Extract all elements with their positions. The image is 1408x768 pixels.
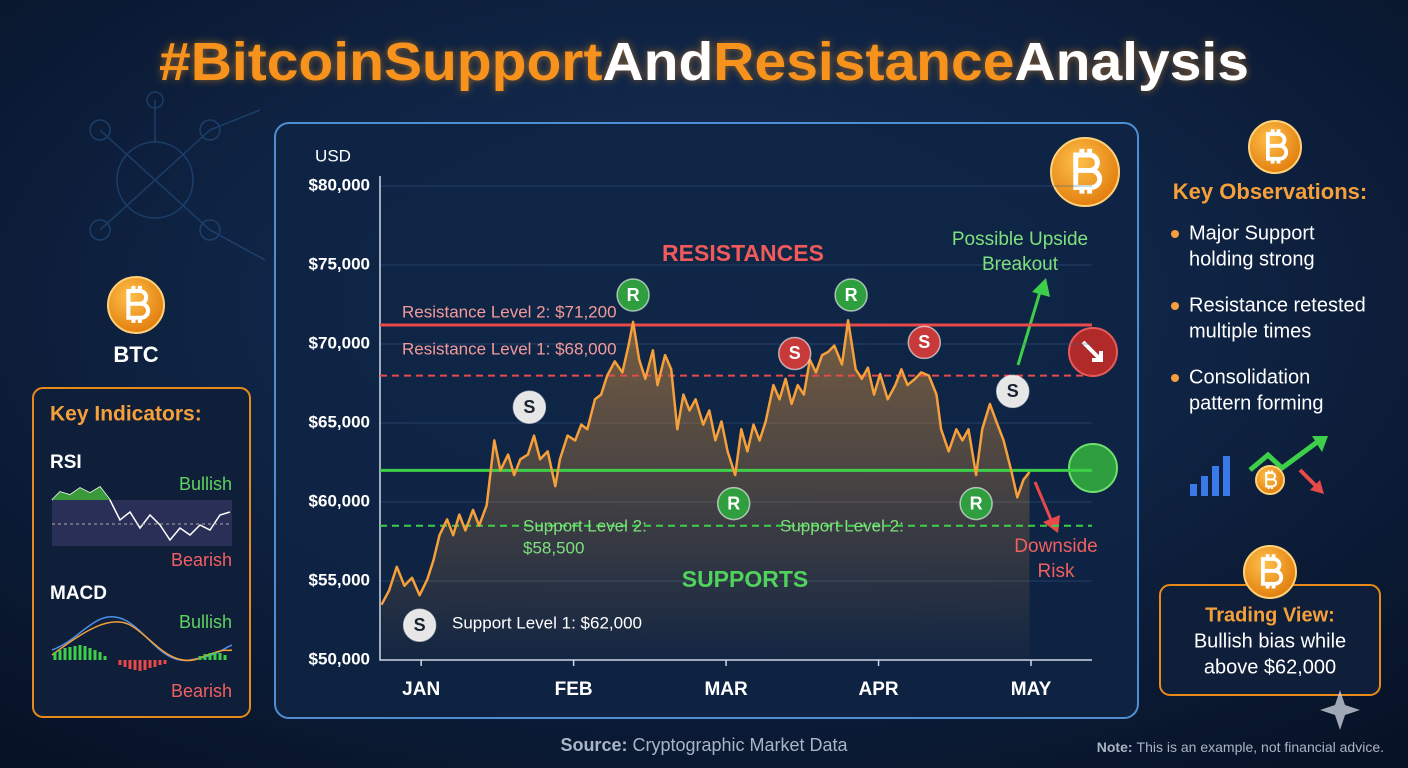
note: Note: This is an example, not financial a…	[1097, 739, 1384, 755]
x-tick-label: FEB	[555, 679, 593, 700]
y-tick-label: $60,000	[309, 491, 370, 510]
coin-symbol	[1265, 470, 1278, 489]
bullet	[1171, 374, 1179, 382]
pivot-label: R	[727, 493, 740, 513]
pivot-marker	[616, 278, 650, 312]
network-decoration	[89, 91, 266, 261]
pivot-marker	[959, 486, 993, 521]
bitcoin-icon	[107, 276, 165, 334]
bullet	[1171, 230, 1179, 238]
price-area	[381, 320, 1030, 660]
callout: Downside	[1014, 536, 1097, 557]
title-part: #BitcoinSupport	[159, 32, 602, 92]
pivot-marker	[512, 390, 547, 424]
title-part: And	[602, 32, 713, 92]
bullet	[1171, 302, 1179, 310]
price-line	[380, 319, 1031, 606]
page-title: #BitcoinSupport And Resistance Analysis	[159, 32, 1249, 92]
y-tick-label: $55,000	[309, 570, 370, 589]
bearish-label: Bearish	[171, 681, 232, 701]
panel-title: Key Observations:	[1173, 179, 1367, 204]
rsi-mini-chart	[51, 486, 232, 546]
trading-view-text: Bullish bias while	[1194, 630, 1346, 652]
zone-label: SUPPORTS	[682, 566, 809, 592]
growth-icon	[1190, 436, 1328, 496]
observation: pattern forming	[1189, 392, 1324, 414]
x-tick-label: MAR	[704, 679, 748, 700]
indicator-panel	[32, 387, 251, 718]
observation: holding strong	[1189, 248, 1315, 270]
observation: Consolidation	[1189, 366, 1310, 388]
trading-view-title: Trading View:	[1205, 604, 1335, 626]
panel-title: Key Indicators:	[50, 403, 202, 426]
bitcoin-icon	[1255, 465, 1285, 495]
note-text: This is an example, not financial advice…	[1137, 739, 1384, 755]
y-tick-label: $80,000	[309, 175, 370, 194]
coin-symbol	[1261, 554, 1284, 589]
callout: Risk	[1038, 561, 1075, 582]
y-tick-label: $65,000	[309, 412, 370, 431]
level-label: Support Level 1: $62,000	[452, 613, 642, 632]
y-tick-label: $75,000	[309, 254, 370, 273]
pivot-marker	[716, 486, 751, 521]
bitcoin-icon	[1050, 137, 1120, 207]
level-label: $58,500	[523, 538, 584, 557]
coin-label: BTC	[113, 342, 158, 367]
callout: Possible Upside	[952, 229, 1088, 250]
title-part: Analysis	[1014, 32, 1249, 92]
pivot-marker	[402, 608, 437, 642]
indicator-name: RSI	[50, 452, 82, 473]
observation: Major Support	[1189, 222, 1315, 244]
coin-symbol	[126, 285, 151, 323]
note-label: Note:	[1097, 739, 1133, 755]
trading-view-text: above $62,000	[1204, 656, 1336, 678]
pivot-label: S	[1007, 381, 1019, 401]
pivot-marker	[834, 278, 868, 312]
x-tick-label: JAN	[402, 679, 440, 700]
level-label: Support Level 2:	[523, 516, 647, 535]
coin-symbol	[1073, 148, 1103, 194]
zone-label: RESISTANCES	[662, 240, 824, 266]
x-tick-label: APR	[858, 679, 898, 700]
pivot-label: S	[918, 332, 930, 352]
pivot-label: S	[414, 615, 426, 635]
macd-mini-chart	[51, 615, 233, 671]
source-text: Cryptographic Market Data	[632, 735, 848, 755]
bearish-label: Bearish	[171, 550, 232, 570]
pivot-label: S	[789, 343, 801, 363]
sparkle-icon	[1320, 690, 1360, 730]
level-label: Support Level 2:	[780, 516, 904, 535]
y-tick-label: $50,000	[309, 649, 370, 668]
pivot-label: S	[523, 397, 535, 417]
x-tick-label: MAY	[1011, 679, 1052, 700]
bullish-label: Bullish	[179, 474, 232, 494]
y-tick-label: $70,000	[309, 333, 370, 352]
callout: Breakout	[982, 254, 1059, 275]
bitcoin-icon	[1248, 120, 1302, 174]
pivot-label: R	[845, 285, 858, 305]
source: Source: Cryptographic Market Data	[560, 735, 848, 755]
level-label: Resistance Level 1: $68,000	[402, 339, 617, 358]
title-part: Resistance	[713, 32, 1014, 92]
pivot-marker	[995, 374, 1030, 409]
indicator-name: MACD	[50, 583, 107, 604]
pivot-marker	[777, 336, 812, 371]
pivot-label: R	[970, 493, 983, 513]
level-label: Resistance Level 2: $71,200	[402, 302, 617, 321]
pivot-marker	[907, 325, 942, 360]
trend-arrows	[1016, 278, 1118, 533]
bullish-label: Bullish	[179, 612, 232, 632]
bitcoin-icon	[1243, 545, 1297, 599]
coin-symbol	[1266, 129, 1289, 164]
pivot-label: R	[627, 285, 640, 305]
source-label: Source:	[560, 735, 627, 755]
observation: multiple times	[1189, 320, 1311, 342]
y-axis-label: USD	[315, 146, 351, 165]
observation: Resistance retested	[1189, 294, 1366, 316]
